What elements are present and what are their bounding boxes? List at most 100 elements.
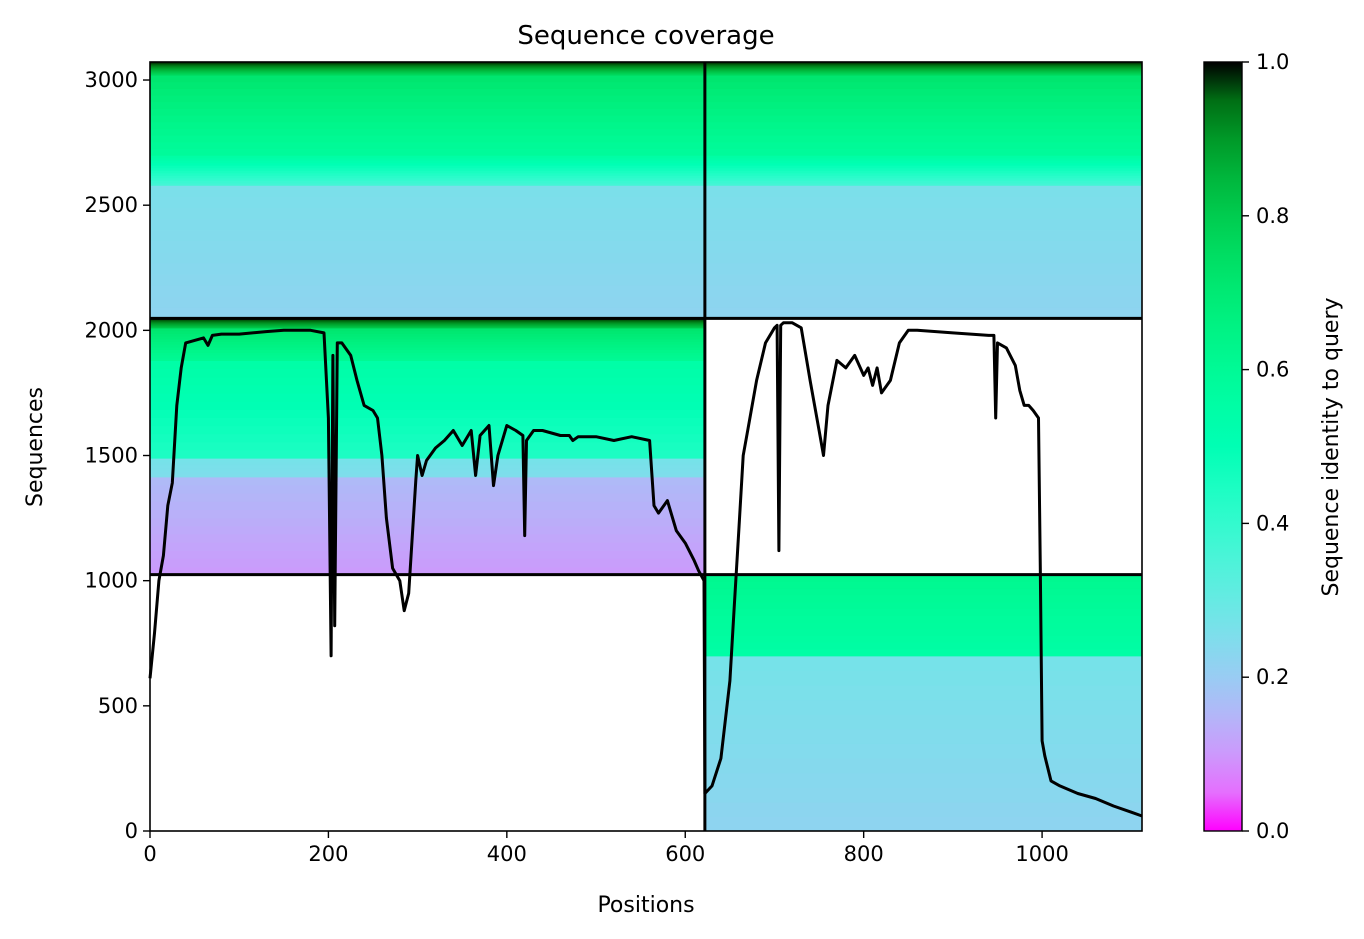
heatmap-cell	[704, 801, 1142, 817]
coverage-line	[148, 321, 1143, 818]
heatmap-cell	[150, 229, 1142, 242]
heatmap-cell	[704, 714, 1142, 730]
heatmap-cell	[150, 67, 1142, 70]
heatmap-cell	[704, 608, 1142, 616]
heatmap-cell	[150, 501, 705, 511]
heatmap-cell	[150, 441, 705, 451]
heatmap-cell	[150, 70, 1142, 73]
heatmap-cell	[150, 296, 1142, 308]
x-axis-label: Positions	[597, 893, 694, 918]
heatmap-cell	[150, 182, 1142, 186]
heatmap-cell	[150, 354, 705, 359]
heatmap-cell	[150, 425, 705, 435]
heatmap-cell	[150, 148, 1142, 156]
heatmap-cell	[150, 69, 1142, 72]
heatmap-cell	[150, 66, 1142, 69]
heatmap-cell	[150, 401, 705, 410]
heatmap-cell	[704, 787, 1142, 803]
x-tick-label: 600	[665, 842, 705, 866]
heatmap-cell	[150, 324, 705, 327]
heatmap-cell	[150, 542, 705, 551]
heatmap-cell	[150, 160, 1142, 164]
heatmap-cell	[150, 319, 705, 322]
heatmap-cell	[150, 121, 1142, 130]
heatmap-cell	[150, 462, 705, 465]
x-tick-label: 0	[143, 842, 156, 866]
heatmap-cell	[704, 670, 1142, 686]
y-tick-label: 500	[98, 694, 138, 718]
heatmap-cell	[150, 65, 1142, 67]
heatmap-cell	[704, 649, 1142, 657]
heatmap-cell	[150, 325, 705, 327]
plot-frame	[149, 61, 1143, 832]
heatmap-cell	[150, 251, 1142, 264]
heatmap-cell	[150, 484, 705, 494]
heatmap-cell	[150, 525, 705, 535]
heatmap-cell	[150, 240, 1142, 253]
heatmap-cell	[704, 684, 1142, 701]
heatmap-cell	[150, 346, 705, 351]
heatmap-cell	[150, 162, 1142, 166]
heatmap-cell	[150, 262, 1142, 275]
heatmap-cell	[150, 157, 1142, 161]
heatmap-cell	[704, 601, 1142, 610]
heatmap-cell	[150, 63, 1142, 65]
heatmap-cell	[150, 218, 1142, 231]
colorbar-axis: 0.0 0.2 0.4 0.6 0.8 1.0	[1242, 50, 1289, 843]
colorbar	[1203, 61, 1243, 832]
heatmap-cell	[150, 81, 1142, 89]
colorbar-tick-label: 0.6	[1256, 358, 1289, 382]
heatmap-cell	[150, 141, 1142, 150]
colorbar-label: Sequence identity to query	[1319, 297, 1344, 596]
y-tick-label: 2000	[85, 318, 138, 342]
chart-title: Sequence coverage	[517, 21, 774, 51]
heatmap-cell	[150, 550, 705, 559]
colorbar-tick-label: 0.8	[1256, 204, 1289, 228]
heatmap-cell	[150, 155, 1142, 159]
heatmap-cell	[150, 344, 705, 348]
colorbar-tick-label: 1.0	[1256, 50, 1289, 74]
heatmap-cell	[150, 509, 705, 519]
x-tick-label: 200	[308, 842, 348, 866]
heatmap-cell	[150, 449, 705, 459]
heatmap-cell	[150, 128, 1142, 136]
heatmap-cell	[704, 655, 1142, 671]
heatmap-cell	[150, 473, 705, 476]
x-tick-label: 400	[487, 842, 527, 866]
heatmap-cell	[150, 135, 1142, 143]
colorbar-tick-label: 0.4	[1256, 511, 1289, 535]
heatmap-cell	[150, 384, 705, 394]
heatmap-cell	[704, 816, 1142, 831]
heatmap-cell	[150, 327, 705, 329]
heatmap-cell	[150, 170, 1142, 174]
heatmap-cell	[150, 368, 705, 378]
heatmap-cell	[150, 180, 1142, 184]
heatmap-cell	[150, 64, 1142, 66]
heatmap-cell	[704, 574, 1142, 583]
y-tick-label: 1500	[85, 444, 138, 468]
heatmap-cell	[150, 493, 705, 502]
heatmap-cell	[704, 621, 1142, 630]
heatmap-cell	[150, 357, 705, 361]
y-axis: 0 500 1000 1500 2000 2500 3000	[85, 68, 150, 843]
heatmap-cell	[150, 68, 1142, 71]
heatmap-cell	[150, 322, 705, 324]
heatmap-cell	[704, 594, 1142, 603]
heatmap-cell	[150, 330, 705, 334]
heatmap-cell	[150, 167, 1142, 171]
heatmap-cell	[150, 333, 705, 337]
heatmap-cell	[150, 62, 1142, 64]
heatmap-cell	[150, 392, 705, 402]
heatmap-cell	[150, 558, 705, 568]
heatmap-cell	[150, 433, 705, 443]
heatmap-cell	[150, 327, 705, 332]
heatmap-cell	[150, 349, 705, 353]
heatmap-cell	[150, 470, 705, 473]
colorbar-tick-label: 0.2	[1256, 665, 1289, 689]
heatmap-cell	[150, 352, 705, 356]
heatmap-cell	[150, 533, 705, 543]
heatmap-cell	[150, 472, 705, 475]
heatmap-cell	[150, 360, 705, 370]
heatmap-cell	[150, 465, 705, 469]
